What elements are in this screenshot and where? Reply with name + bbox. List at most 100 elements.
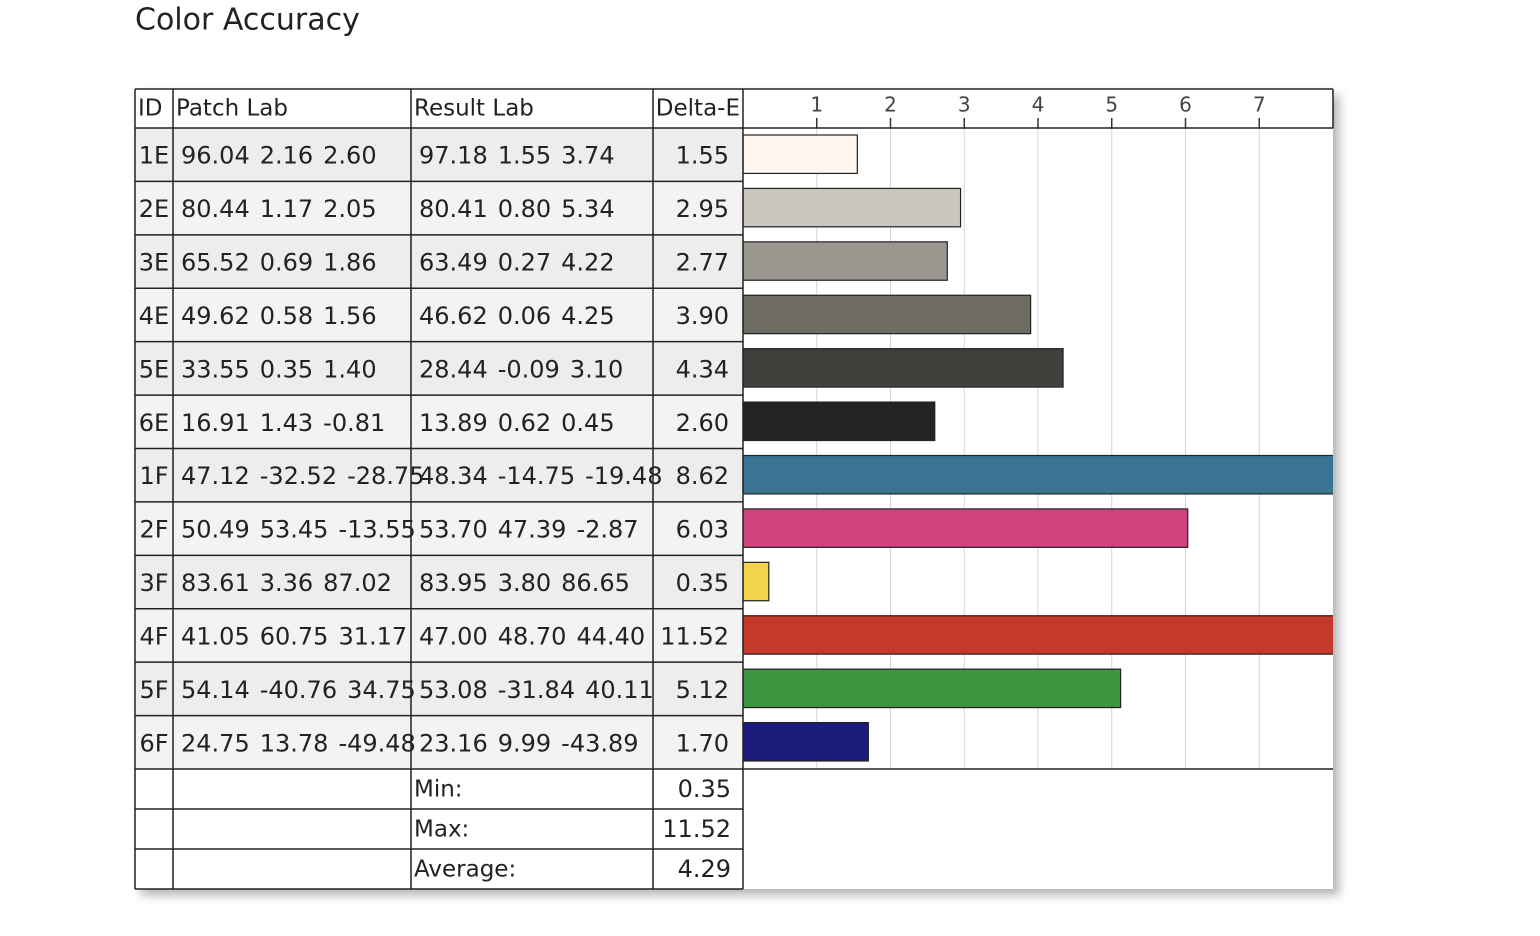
bar	[743, 187, 962, 228]
lab-value: 87.02	[323, 569, 392, 597]
bar	[743, 454, 1333, 495]
row-id: 3F	[139, 569, 168, 597]
row-id: 2F	[139, 516, 168, 544]
row-id: 2E	[139, 195, 169, 223]
row-bg	[135, 555, 743, 609]
x-tick-label: 4	[1032, 93, 1045, 117]
lab-value: 1.17	[260, 195, 313, 223]
lab-value: 53.70	[419, 516, 488, 544]
lab-value: 1.55	[498, 142, 551, 170]
delta-e: 8.62	[676, 462, 729, 490]
header-cell: ID	[138, 96, 163, 122]
bars	[743, 134, 1333, 762]
summary-label: Average:	[414, 857, 516, 883]
lab-values: 28.44 -0.09 3.10	[419, 355, 623, 383]
lab-value: 33.55	[181, 355, 250, 383]
lab-value: 1.86	[323, 249, 376, 277]
lab-value: 86.65	[561, 569, 630, 597]
row-id: 1E	[139, 142, 169, 170]
lab-value: 2.05	[323, 195, 376, 223]
lab-values: 16.91 1.43 -0.81	[181, 409, 385, 437]
lab-value: 4.25	[561, 302, 614, 330]
bar	[743, 241, 948, 281]
lab-value: 24.75	[181, 729, 250, 757]
lab-value: 0.62	[498, 409, 551, 437]
lab-value: 1.40	[323, 355, 376, 383]
summary-value: 0.35	[678, 775, 731, 803]
lab-value: 5.34	[561, 195, 614, 223]
lab-value: 83.61	[181, 569, 250, 597]
lab-value: 46.62	[419, 302, 488, 330]
lab-value: 47.39	[498, 516, 567, 544]
lab-values: 48.34 -14.75 -19.48	[419, 462, 662, 490]
row-bg	[135, 234, 743, 289]
lab-value: 65.52	[181, 249, 250, 277]
row-bg	[135, 501, 743, 556]
bar	[743, 721, 869, 762]
delta-e: 1.55	[676, 142, 729, 170]
delta-e: 3.90	[676, 302, 729, 330]
delta-e: 1.70	[676, 729, 729, 757]
lab-value: 3.36	[260, 569, 313, 597]
lab-value: 0.27	[498, 249, 551, 277]
summary-value: 4.29	[678, 855, 731, 883]
lab-values: 47.00 48.70 44.40	[419, 622, 645, 650]
x-tick-label: 6	[1179, 93, 1192, 117]
lab-values: 41.05 60.75 31.17	[181, 622, 407, 650]
x-tick-label: 2	[884, 93, 897, 117]
lab-values: 53.08 -31.84 40.11	[419, 676, 654, 704]
lab-value: -31.84	[498, 676, 575, 704]
header-cell: Delta-E	[656, 96, 740, 122]
summary-label: Min:	[414, 777, 463, 803]
lab-value: 2.16	[260, 142, 313, 170]
lab-value: -49.48	[338, 729, 415, 757]
x-tick-label: 5	[1105, 93, 1118, 117]
lab-value: 16.91	[181, 409, 250, 437]
lab-value: 13.78	[260, 729, 329, 757]
lab-value: 96.04	[181, 142, 250, 170]
lab-value: 49.62	[181, 302, 250, 330]
row-id: 5E	[139, 355, 169, 383]
lab-value: -0.81	[323, 409, 385, 437]
lab-value: 0.80	[498, 195, 551, 223]
lab-value: 4.22	[561, 249, 614, 277]
lab-values: 47.12 -32.52 -28.75	[181, 462, 424, 490]
lab-value: -13.55	[338, 516, 415, 544]
lab-value: 83.95	[419, 569, 488, 597]
lab-value: 54.14	[181, 676, 250, 704]
delta-e: 2.60	[676, 409, 729, 437]
lab-value: -28.75	[347, 462, 424, 490]
lab-value: 0.45	[561, 409, 614, 437]
title: Color Accuracy	[135, 3, 360, 38]
lab-value: 23.16	[419, 729, 488, 757]
delta-e: 2.77	[676, 249, 729, 277]
lab-value: 80.44	[181, 195, 250, 223]
bar	[743, 668, 1122, 709]
delta-e: 6.03	[676, 516, 729, 544]
lab-value: 3.10	[570, 355, 623, 383]
lab-value: 1.43	[260, 409, 313, 437]
row-id: 4E	[139, 302, 169, 330]
lab-value: 9.99	[498, 729, 551, 757]
lab-value: -0.09	[498, 355, 560, 383]
row-id: 5F	[139, 676, 168, 704]
row-bg	[135, 395, 743, 449]
row-bg	[135, 181, 743, 235]
row-id: 6F	[139, 729, 168, 757]
lab-value: 34.75	[347, 676, 416, 704]
lab-values: 24.75 13.78 -49.48	[181, 729, 416, 757]
bar	[743, 134, 858, 175]
lab-value: 44.40	[576, 622, 645, 650]
lab-value: 0.69	[260, 249, 313, 277]
lab-value: 60.75	[260, 622, 329, 650]
delta-e: 2.95	[676, 195, 729, 223]
lab-value: 40.11	[585, 676, 654, 704]
row-id: 6E	[139, 409, 169, 437]
lab-values: 46.62 0.06 4.25	[419, 302, 615, 330]
lab-value: 3.80	[498, 569, 551, 597]
lab-value: -19.48	[585, 462, 662, 490]
lab-value: -43.89	[561, 729, 638, 757]
x-tick-label: 3	[958, 93, 971, 117]
bar	[743, 615, 1333, 655]
bar	[743, 348, 1064, 388]
